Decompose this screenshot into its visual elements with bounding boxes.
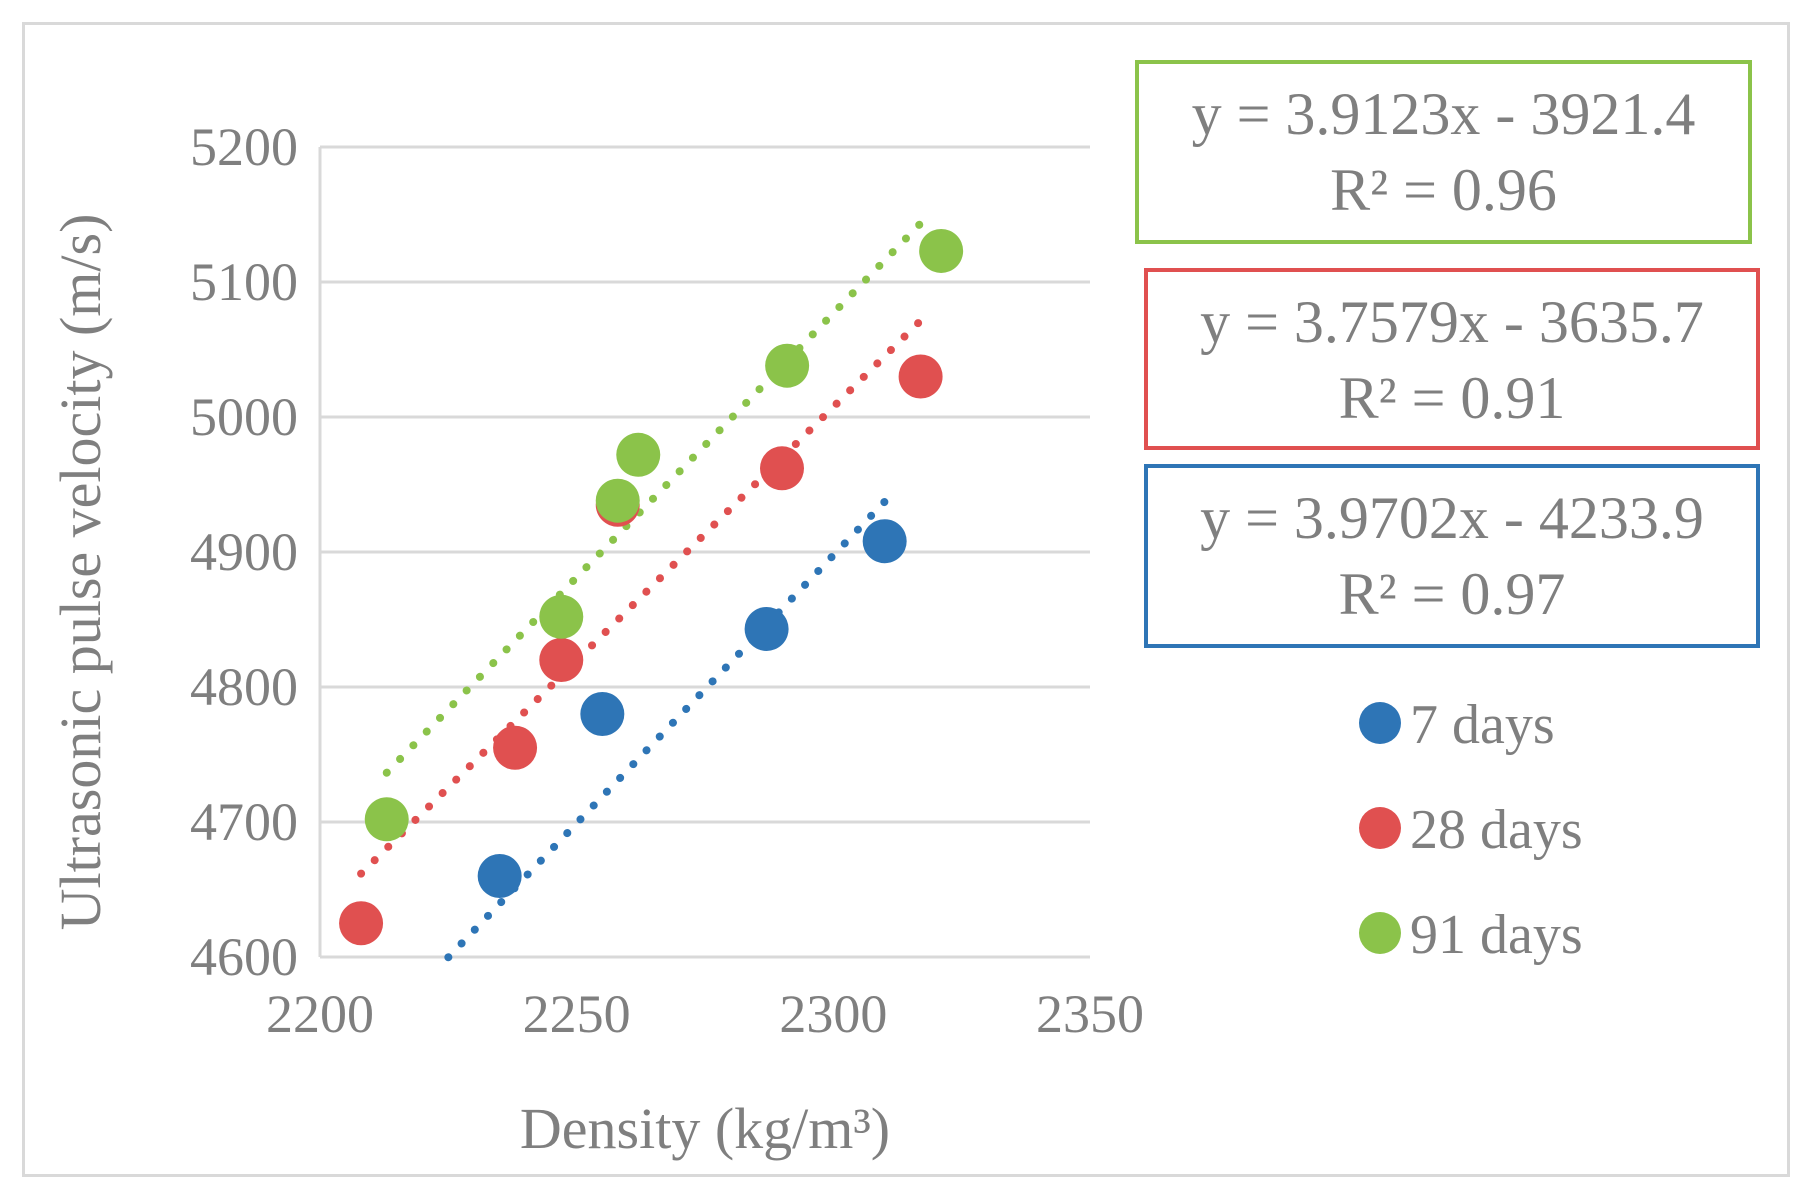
legend-label-28-days: 28 days xyxy=(1410,799,1583,861)
y-tick-label: 4700 xyxy=(190,792,298,852)
x-tick-label: 2300 xyxy=(779,984,887,1044)
data-point-7-days xyxy=(580,692,625,736)
legend-label-7-days: 7 days xyxy=(1410,694,1555,756)
equation-box-28-days xyxy=(1144,268,1760,450)
legend-label-91-days: 91 days xyxy=(1410,904,1583,966)
data-point-91-days xyxy=(539,594,584,639)
data-point-28-days xyxy=(539,638,584,682)
data-point-28-days xyxy=(760,446,804,491)
data-point-28-days xyxy=(339,901,384,946)
data-point-91-days xyxy=(765,343,810,388)
x-axis-title: Density (kg/m³) xyxy=(520,1096,890,1161)
data-point-91-days xyxy=(616,432,661,477)
data-point-28-days xyxy=(898,354,943,399)
data-point-7-days xyxy=(477,854,522,898)
equation-text-28-days: y = 3.7579x - 3635.7 xyxy=(1200,289,1704,355)
data-point-91-days xyxy=(595,478,640,523)
trendline-7-days xyxy=(444,492,894,962)
y-axis-title: Ultrasonic pulse velocity (m/s) xyxy=(48,214,113,931)
trendline-91-days xyxy=(382,214,930,777)
data-point-7-days xyxy=(744,606,789,651)
data-point-28-days xyxy=(493,725,538,770)
data-point-91-days xyxy=(364,797,409,842)
legend-marker-28-days xyxy=(1359,807,1401,849)
y-tick-label: 4600 xyxy=(190,927,298,987)
x-tick-label: 2200 xyxy=(266,984,374,1044)
data-point-7-days xyxy=(862,519,907,564)
x-tick-label: 2350 xyxy=(1036,984,1144,1044)
equation-box-91-days xyxy=(1135,60,1752,244)
legend-marker-7-days xyxy=(1359,702,1401,744)
r2-text-28-days: R² = 0.91 xyxy=(1339,365,1566,431)
y-tick-label: 4800 xyxy=(190,657,298,717)
x-tick-label: 2250 xyxy=(523,984,631,1044)
equation-box-7-days xyxy=(1144,464,1760,648)
trendline-28-days xyxy=(357,316,925,878)
equation-text-91-days: y = 3.9123x - 3921.4 xyxy=(1192,81,1696,147)
r2-text-7-days: R² = 0.97 xyxy=(1339,561,1566,627)
y-tick-label: 5200 xyxy=(190,117,298,177)
legend-marker-91-days xyxy=(1359,912,1401,954)
data-point-91-days xyxy=(919,228,964,273)
y-tick-label: 4900 xyxy=(190,522,298,582)
equation-text-7-days: y = 3.9702x - 4233.9 xyxy=(1200,485,1704,551)
y-tick-label: 5000 xyxy=(190,387,298,447)
r2-text-91-days: R² = 0.96 xyxy=(1330,157,1557,223)
y-tick-label: 5100 xyxy=(190,252,298,312)
